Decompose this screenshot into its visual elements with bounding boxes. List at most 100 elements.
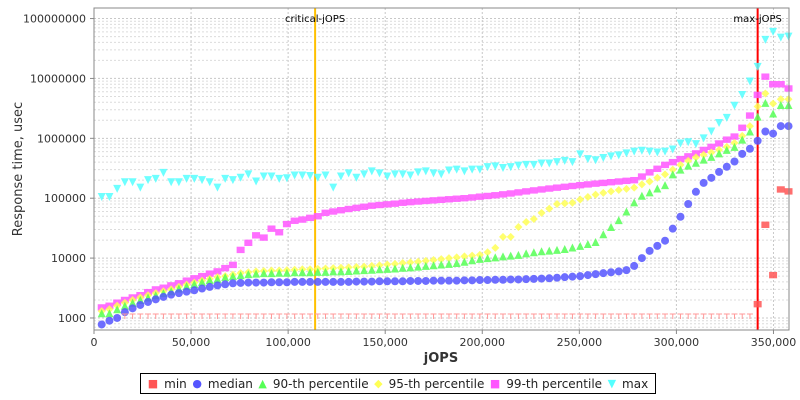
data-point [399, 313, 406, 319]
data-point [375, 277, 384, 286]
data-point [523, 313, 530, 319]
data-point [168, 313, 175, 319]
data-point [622, 266, 631, 275]
data-point [213, 268, 222, 275]
data-point [716, 313, 723, 319]
data-point [483, 192, 492, 200]
data-point [360, 266, 369, 275]
data-point [398, 277, 407, 286]
data-point [336, 277, 345, 286]
data-point [583, 181, 592, 188]
data-point [661, 181, 670, 190]
data-point [437, 260, 446, 269]
data-point [306, 268, 315, 277]
data-point [199, 313, 206, 319]
data-point [715, 119, 724, 128]
data-point [498, 275, 507, 284]
data-point [329, 208, 338, 215]
data-point [677, 313, 684, 319]
data-point [599, 269, 608, 278]
data-point [614, 186, 623, 195]
data-point [322, 313, 329, 319]
data-point [592, 313, 599, 319]
data-point [375, 261, 384, 270]
data-point [298, 277, 307, 286]
data-point [298, 268, 307, 277]
data-point [252, 278, 261, 287]
data-point [776, 186, 785, 193]
series-99-th-percentile [97, 73, 793, 311]
data-point [576, 195, 585, 204]
data-point [522, 249, 531, 258]
data-point [460, 252, 469, 261]
data-point [344, 169, 353, 178]
data-point [336, 207, 345, 214]
data-point [444, 276, 453, 285]
data-point [414, 198, 423, 205]
data-point [483, 248, 492, 257]
data-point [745, 77, 754, 86]
data-point [344, 277, 353, 286]
data-point [506, 190, 515, 197]
data-point [745, 122, 754, 131]
data-point [259, 269, 268, 278]
data-point [282, 268, 291, 277]
data-point [236, 278, 245, 287]
data-point [708, 313, 715, 319]
data-point [730, 101, 739, 110]
data-point [507, 313, 514, 319]
data-point [145, 313, 152, 319]
data-point [614, 216, 623, 225]
data-point [475, 193, 484, 200]
data-point [591, 237, 600, 246]
data-point [699, 146, 708, 154]
data-point [120, 178, 129, 187]
data-point [267, 225, 276, 232]
data-point [753, 300, 762, 308]
data-point [668, 165, 677, 174]
data-point [406, 171, 415, 180]
data-point [475, 165, 484, 174]
data-point [769, 81, 778, 88]
data-point [769, 271, 778, 279]
data-point [599, 230, 608, 239]
data-points [97, 27, 793, 329]
data-point [645, 246, 654, 255]
data-point [290, 171, 299, 180]
data-point [514, 275, 523, 284]
x-tick-label: 250,000 [557, 336, 603, 349]
data-point [529, 274, 538, 283]
data-point [206, 313, 213, 319]
data-point [190, 279, 199, 288]
axis-ticks: 1000 10000 100000 1000000 10000000 100000000 0… [23, 13, 796, 349]
data-point [375, 201, 384, 209]
y-tick-label: 1000000 [37, 132, 86, 145]
data-point [290, 277, 299, 286]
data-point [205, 282, 214, 291]
data-point [337, 313, 344, 319]
data-point [390, 264, 399, 273]
data-point [684, 156, 693, 165]
data-point [622, 177, 631, 185]
data-point [506, 275, 515, 284]
data-point [360, 277, 369, 286]
data-point [761, 98, 770, 107]
data-point [421, 197, 430, 205]
data-point [560, 244, 569, 253]
data-point [615, 313, 622, 319]
data-point [769, 99, 778, 108]
data-point [537, 247, 546, 256]
data-point [352, 266, 361, 275]
data-point [661, 170, 670, 179]
data-point [228, 272, 237, 281]
data-point [445, 313, 452, 319]
data-point [492, 313, 499, 319]
data-point [267, 278, 276, 287]
data-point [391, 313, 398, 319]
data-point [498, 232, 507, 241]
data-point [676, 155, 685, 163]
data-point [631, 313, 638, 319]
data-point [637, 173, 646, 180]
data-point [568, 243, 577, 252]
data-point [174, 289, 183, 298]
